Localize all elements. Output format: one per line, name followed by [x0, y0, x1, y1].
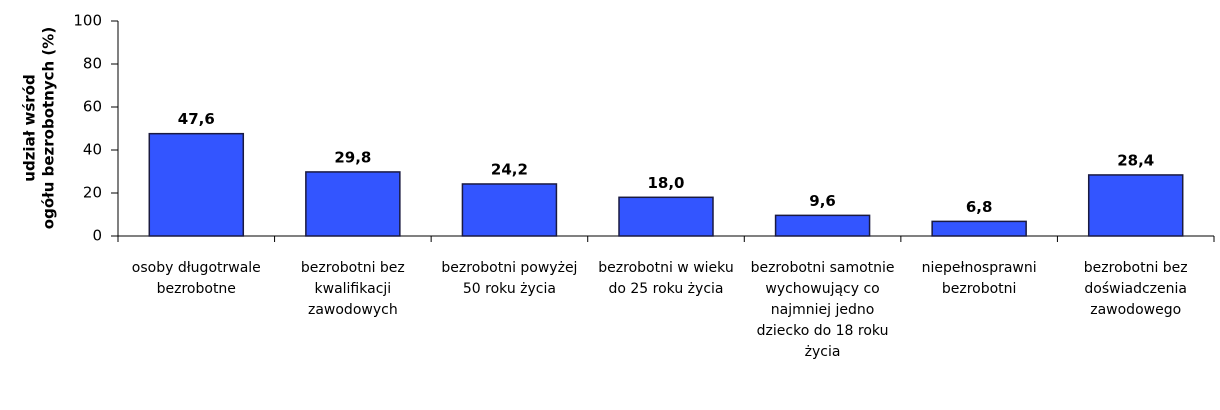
x-tick-label: niepełnosprawni bezrobotni [921, 260, 1037, 297]
bar [148, 132, 245, 237]
bar [461, 183, 558, 237]
value-label: 29,8 [334, 148, 371, 166]
x-tick-label: bezrobotni samotnie wychowujący co najmn… [750, 260, 895, 360]
y-tick-label: 60 [83, 98, 102, 116]
bar [618, 196, 714, 237]
value-label: 6,8 [966, 198, 993, 216]
x-tick-label: bezrobotni bez doświadczenia zawodowego [1083, 260, 1188, 318]
value-label: 9,6 [809, 192, 836, 210]
value-label: 24,2 [491, 160, 528, 178]
y-axis-label: udział wśród [21, 74, 39, 181]
value-label: 18,0 [647, 174, 684, 192]
x-tick-label: bezrobotni powyżej 50 roku życia [441, 260, 578, 297]
bar [305, 171, 401, 237]
y-tick-label: 80 [83, 55, 102, 73]
bar [931, 220, 1027, 237]
x-tick-label: bezrobotni bez kwalifikacji zawodowych [300, 260, 405, 318]
y-tick-label: 40 [83, 141, 102, 159]
y-tick-label: 100 [73, 12, 102, 30]
y-tick-label: 20 [83, 184, 102, 202]
bar [774, 214, 871, 237]
x-tick-label: bezrobotni w wieku do 25 roku życia [598, 260, 734, 297]
y-tick-label: 0 [92, 227, 102, 245]
x-tick-label: osoby długotrwale bezrobotne [131, 260, 261, 297]
value-label: 28,4 [1117, 151, 1154, 169]
bar [1087, 174, 1184, 237]
y-axis-label: ogółu bezrobotnych (%) [40, 27, 58, 229]
value-label: 47,6 [178, 110, 215, 128]
